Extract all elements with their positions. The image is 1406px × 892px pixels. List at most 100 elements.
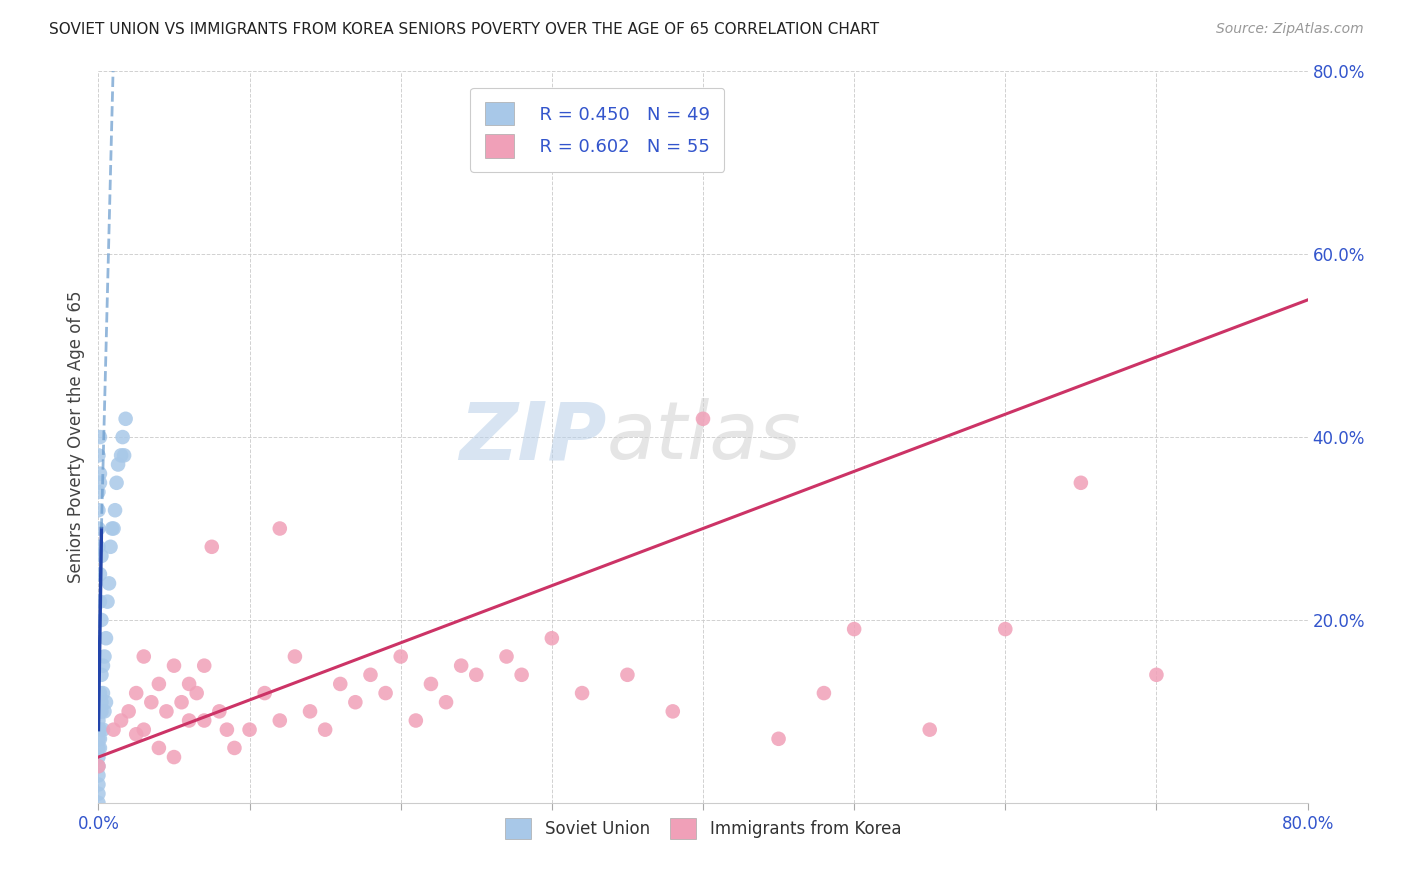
Point	[89, 686, 111, 700]
Point	[91, 723, 114, 737]
Point	[87, 778, 110, 792]
Point	[90, 695, 112, 709]
Point	[125, 727, 148, 741]
Point	[103, 521, 125, 535]
Point	[91, 658, 114, 673]
Point	[224, 740, 246, 755]
Point	[94, 632, 117, 646]
Point	[89, 705, 111, 719]
Point	[110, 714, 132, 728]
Point	[179, 677, 201, 691]
Point	[112, 448, 135, 462]
Point	[616, 667, 638, 681]
Point	[87, 731, 110, 746]
Point	[179, 714, 201, 728]
Point	[87, 787, 110, 801]
Text: ZIP: ZIP	[458, 398, 606, 476]
Point	[374, 686, 396, 700]
Point	[994, 622, 1017, 636]
Point	[114, 412, 136, 426]
Point	[813, 686, 835, 700]
Point	[87, 740, 110, 755]
Point	[141, 695, 163, 709]
Point	[208, 705, 231, 719]
Point	[90, 667, 112, 681]
Point	[495, 649, 517, 664]
Point	[389, 649, 412, 664]
Point	[87, 448, 110, 462]
Point	[90, 549, 112, 563]
Point	[90, 613, 112, 627]
Text: Source: ZipAtlas.com: Source: ZipAtlas.com	[1216, 22, 1364, 37]
Point	[87, 521, 110, 535]
Point	[110, 448, 132, 462]
Point	[111, 430, 134, 444]
Point	[253, 686, 276, 700]
Point	[94, 695, 117, 709]
Point	[450, 658, 472, 673]
Point	[89, 430, 111, 444]
Text: atlas: atlas	[606, 398, 801, 476]
Point	[1144, 667, 1167, 681]
Point	[89, 723, 111, 737]
Point	[118, 705, 141, 719]
Point	[314, 723, 336, 737]
Point	[87, 723, 110, 737]
Legend: Soviet Union, Immigrants from Korea: Soviet Union, Immigrants from Korea	[498, 811, 908, 846]
Point	[107, 458, 129, 472]
Point	[148, 740, 170, 755]
Point	[201, 540, 224, 554]
Point	[87, 503, 110, 517]
Point	[193, 714, 215, 728]
Point	[299, 705, 322, 719]
Point	[89, 475, 111, 490]
Point	[93, 649, 115, 664]
Point	[132, 723, 155, 737]
Point	[1070, 475, 1092, 490]
Point	[89, 731, 111, 746]
Point	[89, 594, 111, 608]
Point	[344, 695, 367, 709]
Point	[132, 649, 155, 664]
Point	[405, 714, 427, 728]
Point	[269, 714, 291, 728]
Point	[100, 540, 122, 554]
Point	[186, 686, 208, 700]
Point	[360, 667, 382, 681]
Point	[93, 705, 115, 719]
Point	[571, 686, 593, 700]
Point	[89, 467, 111, 481]
Point	[170, 695, 193, 709]
Point	[465, 667, 488, 681]
Point	[692, 412, 714, 426]
Point	[269, 521, 291, 535]
Point	[101, 521, 124, 535]
Point	[87, 759, 110, 773]
Point	[125, 686, 148, 700]
Point	[163, 658, 186, 673]
Point	[844, 622, 866, 636]
Point	[103, 723, 125, 737]
Point	[163, 750, 186, 764]
Point	[90, 705, 112, 719]
Point	[87, 759, 110, 773]
Point	[87, 768, 110, 782]
Point	[87, 750, 110, 764]
Point	[91, 686, 114, 700]
Point	[148, 677, 170, 691]
Point	[420, 677, 443, 691]
Point	[284, 649, 307, 664]
Point	[239, 723, 262, 737]
Point	[87, 540, 110, 554]
Point	[540, 632, 562, 646]
Point	[87, 714, 110, 728]
Point	[918, 723, 941, 737]
Point	[329, 677, 352, 691]
Point	[87, 796, 110, 810]
Point	[768, 731, 790, 746]
Point	[89, 740, 111, 755]
Point	[87, 485, 110, 500]
Y-axis label: Seniors Poverty Over the Age of 65: Seniors Poverty Over the Age of 65	[66, 291, 84, 583]
Point	[215, 723, 238, 737]
Point	[155, 705, 177, 719]
